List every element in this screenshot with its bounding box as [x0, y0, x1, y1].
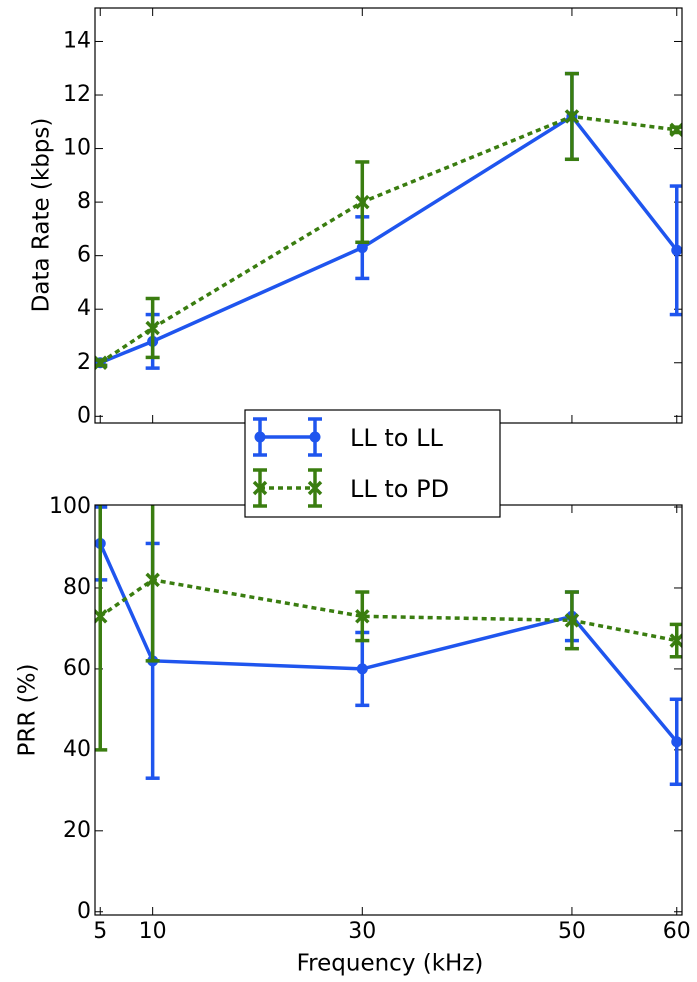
marker	[671, 736, 682, 748]
legend-label: LL to PD	[350, 475, 449, 503]
marker	[564, 109, 580, 124]
legend-label: LL to LL	[350, 424, 443, 452]
marker	[669, 633, 682, 648]
x-tick-label: 60	[663, 919, 691, 944]
y-tick-label: 12	[63, 82, 91, 107]
y-tick-label: 14	[63, 28, 91, 53]
y-tick-label: 4	[77, 296, 91, 321]
marker	[669, 122, 682, 138]
axes-frame	[94, 7, 683, 424]
x-tick-label: 10	[139, 919, 167, 944]
marker	[355, 194, 370, 210]
legend-marker	[252, 480, 268, 496]
x-tick-label: 30	[348, 919, 376, 944]
y-tick-label: 0	[77, 899, 91, 924]
plot-area	[95, 505, 682, 787]
marker	[145, 320, 160, 336]
marker	[671, 244, 682, 256]
x-axis-label: Frequency (kHz)	[297, 951, 484, 977]
marker	[95, 355, 108, 370]
marker	[356, 242, 368, 254]
plot-area	[95, 71, 682, 370]
marker	[356, 663, 368, 675]
legend-box	[244, 409, 501, 518]
y-axis-label: PRR (%)	[15, 664, 41, 757]
y-axis-label: Data Rate (kbps)	[29, 118, 55, 313]
legend-marker	[309, 431, 321, 443]
marker	[145, 572, 160, 588]
y-tick-label: 10	[63, 136, 91, 161]
x-tick-label: 5	[93, 919, 107, 944]
series-line	[99, 578, 678, 643]
y-tick-label: 100	[49, 494, 91, 519]
marker	[355, 609, 370, 624]
y-tick-label: 2	[77, 350, 91, 375]
y-tick-label: 20	[63, 818, 91, 843]
y-tick-label: 80	[63, 575, 91, 600]
marker	[564, 613, 580, 628]
legend-marker	[254, 431, 266, 443]
marker	[95, 609, 108, 624]
y-tick-label: 6	[77, 243, 91, 268]
axes-frame	[94, 504, 683, 916]
y-tick-label: 40	[63, 737, 91, 762]
x-tick-label: 50	[558, 919, 586, 944]
y-tick-label: 8	[77, 189, 91, 214]
y-tick-label: 60	[63, 656, 91, 681]
series-line	[99, 114, 679, 365]
series-line	[98, 542, 679, 743]
y-tick-label: 0	[77, 403, 91, 428]
legend-marker	[307, 480, 323, 496]
